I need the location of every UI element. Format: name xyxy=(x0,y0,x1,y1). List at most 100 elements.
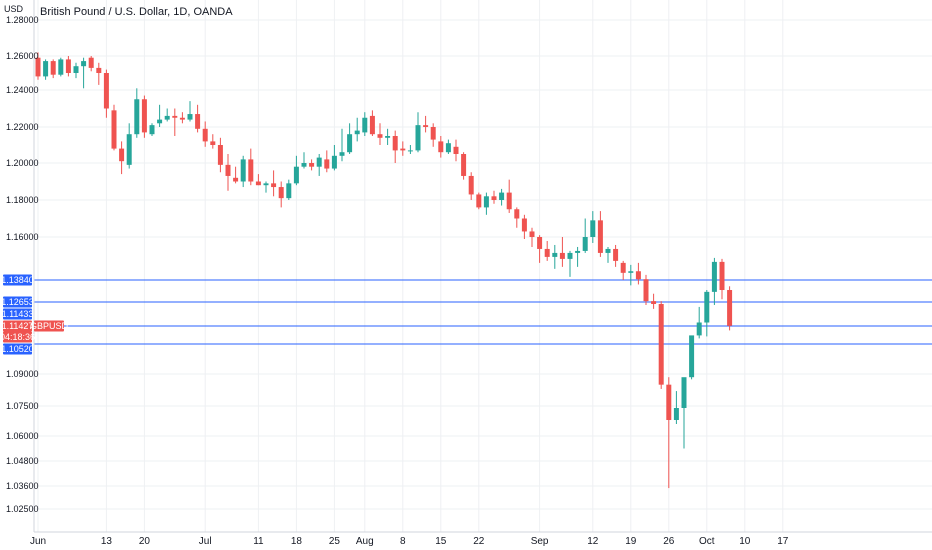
candle-body xyxy=(506,192,512,210)
candle-body xyxy=(620,262,626,273)
candle-body xyxy=(286,183,292,199)
candle xyxy=(278,181,284,208)
candle-body xyxy=(590,220,596,237)
price-badge-label: 1.12653 xyxy=(1,297,34,307)
candle-body xyxy=(658,304,664,385)
candle xyxy=(240,155,246,188)
candle xyxy=(309,159,315,171)
candle-body xyxy=(126,134,132,165)
candle xyxy=(727,286,733,331)
x-tick-label: 22 xyxy=(473,536,485,547)
candle-body xyxy=(73,66,79,73)
candle-body xyxy=(50,61,56,75)
candle-body xyxy=(309,163,315,167)
candle-body xyxy=(696,322,702,336)
candle-body xyxy=(651,301,657,305)
candle xyxy=(187,101,193,122)
grid-lines xyxy=(34,0,932,532)
candle xyxy=(407,145,413,154)
candle xyxy=(400,141,406,156)
candle-body xyxy=(164,115,170,120)
x-tick-label: 18 xyxy=(291,536,303,547)
candle xyxy=(468,172,474,200)
candle-body xyxy=(582,237,588,251)
candle xyxy=(415,112,421,153)
candle-body xyxy=(453,146,459,154)
candle-body xyxy=(293,166,299,184)
candle xyxy=(385,128,391,145)
candle xyxy=(544,240,550,261)
price-badge-label: 1.11427 xyxy=(2,321,34,331)
candle-body xyxy=(301,163,307,167)
candle xyxy=(43,59,49,80)
candle xyxy=(164,108,170,122)
candle-body xyxy=(331,155,337,169)
candle xyxy=(673,391,679,424)
candle-body xyxy=(179,117,185,120)
candle xyxy=(202,121,208,147)
candle xyxy=(126,123,132,169)
candle xyxy=(172,108,178,136)
candle xyxy=(73,62,79,79)
candle-body xyxy=(430,127,436,140)
candle xyxy=(567,250,573,277)
x-tick-label: 13 xyxy=(101,536,113,547)
candle xyxy=(354,117,360,142)
candle-body xyxy=(385,136,391,138)
y-tick-label: 1.28000 xyxy=(6,15,39,25)
candle-body xyxy=(552,252,558,257)
candle xyxy=(377,123,383,145)
candle xyxy=(666,377,672,489)
candle-body xyxy=(681,377,687,408)
candle xyxy=(719,258,725,300)
candle-body xyxy=(202,128,208,142)
candle xyxy=(103,69,109,118)
symbol-badge-bg xyxy=(34,320,64,332)
price-badge-label: 1.11433 xyxy=(2,309,34,319)
candle xyxy=(301,152,307,169)
candle xyxy=(179,112,185,124)
candle xyxy=(119,141,125,175)
candle-body xyxy=(575,250,581,253)
candle xyxy=(461,152,467,180)
candle-body xyxy=(172,115,178,118)
candle-body xyxy=(369,115,375,135)
candle-body xyxy=(316,157,322,167)
candle xyxy=(658,301,664,389)
x-tick-label: Jul xyxy=(199,536,212,547)
price-badge: 1.10520 xyxy=(1,343,34,355)
price-badge: 1.11433 xyxy=(2,308,34,320)
candle xyxy=(96,62,102,85)
candle xyxy=(704,290,710,337)
candle xyxy=(65,56,71,77)
candle-body xyxy=(643,279,649,302)
candle xyxy=(620,260,626,280)
y-tick-label: 1.02500 xyxy=(6,504,39,514)
candle xyxy=(651,293,657,309)
candle-body xyxy=(43,61,49,77)
candle xyxy=(476,192,482,210)
candle xyxy=(514,207,520,228)
candle xyxy=(88,56,94,72)
candle xyxy=(529,227,535,247)
candle-body xyxy=(58,59,64,75)
candle-body xyxy=(278,187,284,199)
candle xyxy=(423,115,429,133)
candle-body xyxy=(233,177,239,182)
candle xyxy=(339,128,345,162)
x-tick-label: Jun xyxy=(30,536,46,547)
x-tick-label: 17 xyxy=(777,536,789,547)
candle xyxy=(597,211,603,257)
candle-body xyxy=(255,181,261,186)
candle xyxy=(347,123,353,154)
y-axis-unit-label: USD xyxy=(4,4,24,14)
candle xyxy=(605,246,611,263)
candle-body xyxy=(103,73,109,109)
candle xyxy=(35,52,41,80)
candle xyxy=(392,130,398,163)
x-tick-label: 8 xyxy=(400,536,406,547)
candle xyxy=(111,104,117,151)
candle xyxy=(149,123,155,136)
candle-body xyxy=(613,248,619,261)
x-tick-label: 15 xyxy=(435,536,447,547)
